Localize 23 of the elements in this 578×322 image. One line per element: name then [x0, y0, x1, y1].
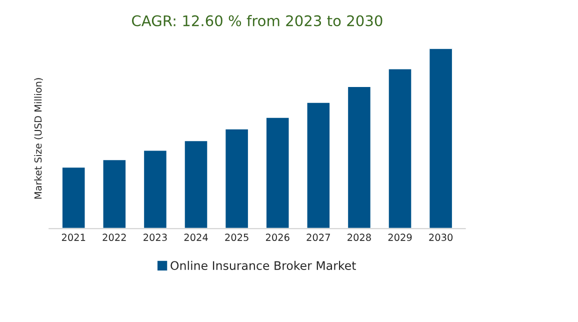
x-tick-label: 2022: [102, 234, 126, 242]
bar: [428, 48, 454, 229]
x-tick-label: 2025: [225, 234, 248, 242]
bar: [387, 68, 413, 229]
x-tick-label: 2028: [348, 234, 371, 242]
x-tick-label: 2021: [62, 234, 86, 242]
bar: [224, 128, 250, 229]
bar: [306, 102, 331, 229]
bar: [61, 166, 86, 229]
bar: [265, 116, 290, 229]
x-tick-label: 2027: [306, 234, 330, 242]
x-tick-label: 2023: [144, 234, 167, 242]
x-tick-label: 2029: [388, 234, 412, 242]
chart-title: CAGR: 12.60 % from 2023 to 2030: [132, 14, 382, 26]
x-tick-label: 2026: [266, 234, 290, 242]
x-tick-label: 2030: [429, 234, 453, 242]
y-axis-title: Market Size (USD Million): [34, 78, 43, 199]
x-tick-label: 2024: [184, 234, 208, 242]
legend-label: Online Insurance Broker Market: [170, 260, 356, 270]
bar: [102, 158, 127, 229]
bar: [346, 86, 372, 229]
bar: [183, 140, 209, 229]
bar: [142, 149, 168, 229]
